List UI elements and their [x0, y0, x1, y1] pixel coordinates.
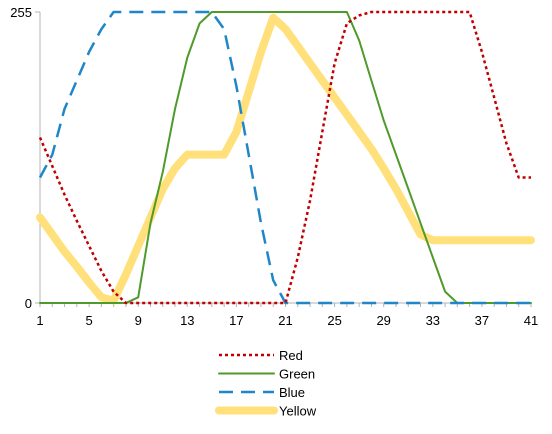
x-tick-label: 37 [475, 313, 489, 328]
legend-label-blue: Blue [279, 385, 305, 400]
x-axis-ticks: 1 5 9 13 17 21 25 29 33 37 41 [36, 303, 538, 328]
series-line-blue [38, 10, 531, 305]
series-line-yellow [36, 13, 535, 305]
x-tick-label: 21 [278, 313, 292, 328]
y-tick-label: 0 [25, 296, 32, 311]
x-tick-label: 41 [524, 313, 538, 328]
series-lines [36, 10, 535, 305]
series-line-red [38, 10, 531, 305]
axes [39, 12, 531, 304]
x-tick-label: 29 [376, 313, 390, 328]
legend-label-yellow: Yellow [279, 404, 317, 419]
series-line-green [39, 11, 532, 304]
x-tick-label: 25 [327, 313, 341, 328]
x-tick-label: 17 [229, 313, 243, 328]
x-tick-label: 9 [135, 313, 142, 328]
x-tick-label: 33 [426, 313, 440, 328]
legend-label-green: Green [279, 367, 315, 382]
x-tick-label: 13 [180, 313, 194, 328]
y-axis-ticks: 0 255 [10, 5, 40, 311]
legend: Red Green Blue Yellow [215, 348, 317, 419]
legend-label-red: Red [279, 348, 303, 363]
x-tick-label: 5 [85, 313, 92, 328]
x-tick-label: 1 [36, 313, 43, 328]
y-tick-label: 255 [10, 5, 32, 20]
